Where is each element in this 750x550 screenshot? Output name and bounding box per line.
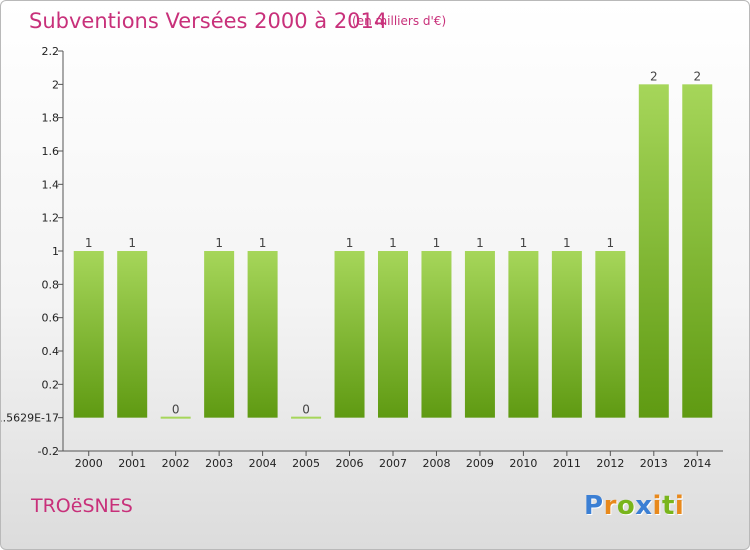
bar-value-label: 1 [346, 236, 354, 250]
bar-value-label: 1 [476, 236, 484, 250]
bar-value-label: 1 [520, 236, 528, 250]
bar-value-label: 1 [85, 236, 93, 250]
proxiti-logo: Proxiti [584, 491, 684, 521]
y-tick-label: 1.5629E-17 [1, 412, 59, 425]
y-tick-label: 2.2 [42, 45, 60, 58]
bar [160, 416, 191, 419]
bar-value-label: 0 [172, 403, 180, 417]
y-tick-label: 1 [52, 245, 59, 258]
bar [551, 251, 582, 418]
logo-letter: i [674, 491, 685, 521]
chart-units: (en milliers d'€) [352, 14, 447, 28]
logo-letter: r [603, 491, 617, 521]
x-tick-label: 2000 [75, 457, 103, 470]
bar [73, 251, 104, 418]
x-tick-label: 2007 [379, 457, 407, 470]
bar [595, 251, 626, 418]
bar [204, 251, 235, 418]
y-tick-label: 0.2 [42, 378, 60, 391]
x-tick-label: 2006 [336, 457, 364, 470]
bar-value-label: 1 [433, 236, 441, 250]
logo-letter: i [652, 491, 662, 521]
y-tick-label: 1.2 [42, 212, 60, 225]
bar-value-label: 2 [693, 69, 701, 83]
bar-value-label: 1 [215, 236, 223, 250]
bar-value-label: 1 [607, 236, 615, 250]
y-tick-label: -0.2 [38, 445, 59, 458]
bar-value-label: 1 [563, 236, 571, 250]
logo-letter: x [635, 491, 653, 521]
y-tick-label: 1.4 [42, 178, 60, 191]
x-tick-label: 2013 [640, 457, 668, 470]
bar [421, 251, 452, 418]
x-tick-label: 2001 [118, 457, 146, 470]
bar-value-label: 1 [128, 236, 136, 250]
y-tick-label: 2 [52, 78, 59, 91]
x-tick-label: 2003 [205, 457, 233, 470]
x-tick-label: 2014 [683, 457, 711, 470]
x-tick-label: 2011 [553, 457, 581, 470]
bar [638, 84, 669, 418]
x-tick-label: 2004 [249, 457, 277, 470]
bar [247, 251, 278, 418]
bar-value-label: 1 [389, 236, 397, 250]
commune-name: TROëSNES [31, 495, 133, 517]
bar-value-label: 1 [259, 236, 267, 250]
bar [464, 251, 495, 418]
y-tick-label: 0.6 [42, 312, 60, 325]
logo-letter: o [616, 491, 636, 521]
bar [378, 251, 408, 418]
x-tick-label: 2008 [422, 457, 450, 470]
logo-letter: P [584, 491, 604, 521]
x-tick-label: 2012 [596, 457, 624, 470]
bar [508, 251, 539, 418]
bar-value-label: 2 [650, 69, 658, 83]
y-tick-label: 1.6 [42, 145, 60, 158]
bar [291, 416, 322, 419]
logo-letter: t [661, 491, 675, 521]
x-tick-label: 2005 [292, 457, 320, 470]
y-tick-label: 0.8 [42, 278, 60, 291]
bar-value-label: 0 [302, 403, 310, 417]
bar [682, 84, 713, 418]
bar [117, 251, 148, 418]
chart-title: Subventions Versées 2000 à 2014 [29, 9, 388, 33]
x-tick-label: 2009 [466, 457, 494, 470]
y-tick-label: 1.8 [42, 112, 60, 125]
x-tick-label: 2002 [162, 457, 190, 470]
x-tick-label: 2010 [509, 457, 537, 470]
bar [334, 251, 365, 418]
y-tick-label: 0.4 [42, 345, 60, 358]
